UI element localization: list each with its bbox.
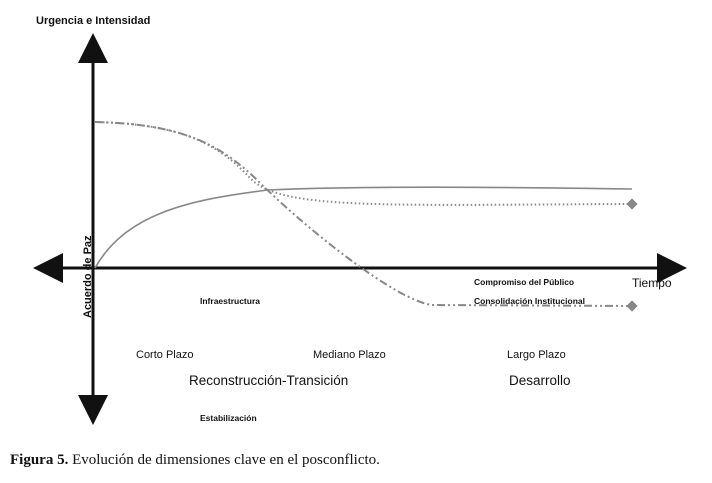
phase-label-corto: Corto Plazo	[136, 349, 193, 361]
curve-infraestructura	[94, 186, 633, 269]
x-axis-title: Tiempo	[632, 276, 672, 290]
marker-estabilizacion	[626, 300, 638, 312]
y-axis-title: Urgencia e Intensidad	[36, 15, 150, 27]
curve-compromiso	[94, 121, 633, 206]
figure-caption: Figura 5. Evolución de dimensiones clave…	[10, 452, 380, 469]
caption-prefix: Figura 5.	[10, 452, 69, 468]
curve-label-infraestructura: Infraestructura	[200, 296, 260, 306]
stage-label-desarrollo: Desarrollo	[509, 373, 571, 388]
curve-estabilizacion	[94, 121, 633, 307]
phase-label-mediano: Mediano Plazo	[313, 349, 386, 361]
origin-label: Acuerdo de Paz	[82, 235, 94, 318]
curve-label-estabilizacion: Estabilización	[200, 413, 257, 423]
curve-label-compromiso: Compromiso del Público	[474, 277, 574, 287]
stage-label-reconstruccion: Reconstrucción-Transición	[189, 373, 348, 388]
phase-label-largo: Largo Plazo	[507, 349, 566, 361]
diagram: Urgencia e Intensidad Tiempo Acuerdo de …	[33, 15, 687, 425]
marker-compromiso	[626, 198, 638, 210]
caption-text: Evolución de dimensiones clave en el pos…	[68, 452, 380, 468]
curve-label-consolidacion: Consolidación Institucional	[474, 296, 585, 306]
